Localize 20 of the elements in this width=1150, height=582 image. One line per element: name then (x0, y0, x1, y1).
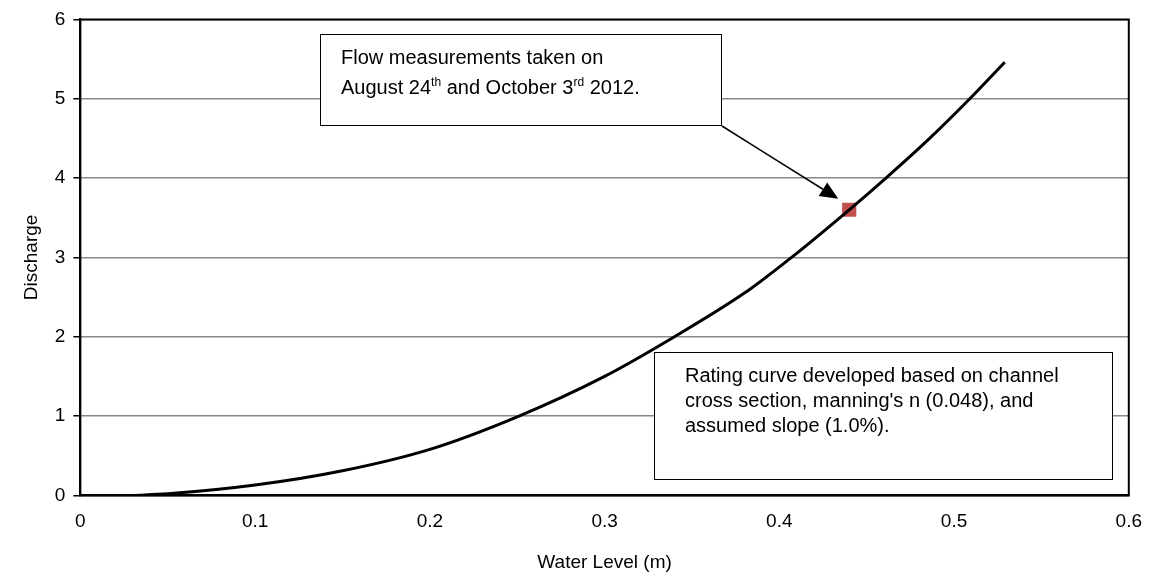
x-tick-label: 0.5 (940, 510, 968, 532)
y-tick-label: 6 (54, 7, 66, 29)
x-tick-label: 0.3 (591, 510, 618, 532)
x-tick-label: 0 (75, 510, 86, 532)
annotation: Rating curve developed based on channel cross section, manning's n (0.048), and assumed slope (1.0%). (685, 364, 1059, 436)
x-tick-label: 0.2 (416, 510, 444, 532)
x-tick-label: 0.4 (766, 510, 793, 532)
x-tick-label: 0.1 (241, 510, 269, 532)
y-tick-label: 2 (54, 324, 66, 346)
x-axis-title: Water Level (m) (537, 550, 672, 572)
y-tick-label: 1 (54, 404, 66, 426)
x-tick-label: 0.6 (1115, 510, 1142, 532)
y-tick-label: 4 (54, 166, 66, 188)
y-axis-title: Discharge (19, 214, 41, 301)
note-box: Rating curve developed based on channel cross section, manning's n (0.048), and assumed slope (1.0%). (654, 352, 1113, 480)
annotation: Flow measurements taken on August 24$^{th}$ and October 3$^{rd}$ 2012. (341, 46, 640, 98)
y-tick-label: 5 (54, 86, 66, 108)
note-box: Flow measurements taken on August 24$^{th}$ and October 3$^{rd}$ 2012. (320, 34, 722, 126)
y-tick-label: 3 (54, 245, 66, 267)
y-tick-label: 0 (54, 483, 66, 505)
